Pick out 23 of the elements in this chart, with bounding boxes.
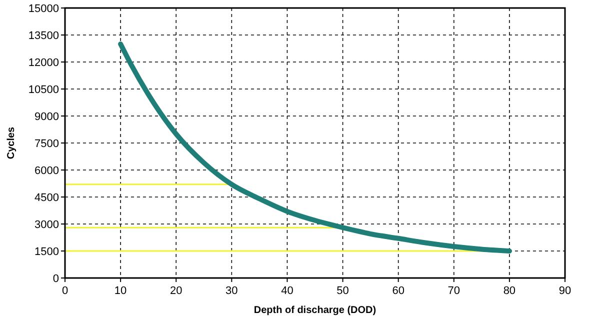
x-tick-label: 20	[170, 285, 182, 297]
y-tick-label: 3000	[34, 219, 59, 231]
y-tick-label: 12000	[28, 57, 59, 69]
y-tick-label: 10500	[28, 84, 59, 96]
x-tick-label: 70	[448, 285, 460, 297]
y-tick-label: 4500	[34, 192, 59, 204]
x-tick-label: 90	[558, 285, 572, 297]
y-tick-label: 7500	[34, 138, 59, 150]
x-tick-label: 40	[281, 285, 294, 297]
y-tick-label: 9000	[34, 111, 59, 123]
y-tick-label: 13500	[28, 30, 59, 42]
x-tick-label: 50	[336, 285, 349, 297]
y-tick-label: 1500	[34, 246, 59, 258]
y-tick-label: 0	[52, 273, 59, 285]
x-tick-label: 30	[226, 285, 238, 297]
y-tick-label: 6000	[34, 165, 59, 177]
x-tick-label: 60	[392, 285, 404, 297]
x-tick-label: 0	[62, 285, 68, 297]
x-tick-label: 10	[114, 285, 127, 297]
x-axis-title: Depth of discharge (DOD)	[254, 305, 376, 316]
x-tick-label: 80	[503, 285, 516, 297]
y-tick-label: 15000	[28, 3, 59, 15]
y-axis-title: Cycles	[6, 126, 17, 160]
